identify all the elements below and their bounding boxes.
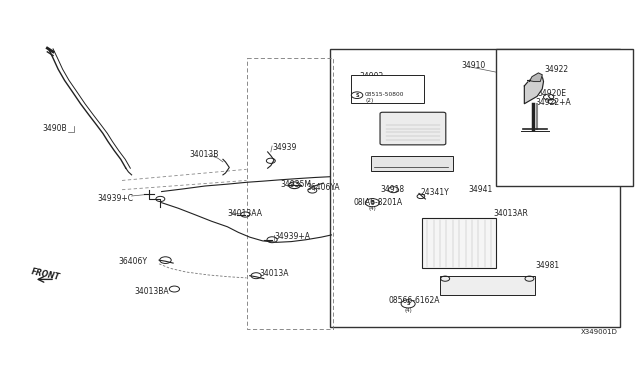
Text: 34922+A: 34922+A — [536, 98, 572, 107]
Text: S: S — [355, 93, 359, 98]
Bar — [371, 156, 453, 171]
Polygon shape — [527, 73, 542, 81]
Text: 34918: 34918 — [381, 185, 404, 194]
Text: 34013B: 34013B — [189, 150, 218, 159]
Text: 34910: 34910 — [462, 61, 486, 70]
Text: 34939+A: 34939+A — [274, 231, 310, 241]
Text: 08566-6162A: 08566-6162A — [389, 296, 440, 305]
Bar — [330, 49, 620, 327]
Text: B: B — [371, 200, 374, 205]
Text: 34013AA: 34013AA — [227, 209, 262, 218]
Text: 34935M: 34935M — [280, 180, 312, 189]
Text: 08515-50800: 08515-50800 — [365, 92, 404, 97]
Text: 24341Y: 24341Y — [421, 188, 450, 197]
Text: 34981: 34981 — [536, 261, 560, 270]
Text: 34941: 34941 — [468, 185, 493, 194]
Text: 36406YA: 36406YA — [306, 183, 340, 192]
Bar — [422, 218, 495, 267]
Text: (4): (4) — [369, 206, 376, 211]
Text: FRONT: FRONT — [30, 267, 61, 282]
Text: 34902: 34902 — [360, 72, 384, 81]
Text: 08IA6-8201A: 08IA6-8201A — [354, 198, 403, 207]
Text: S: S — [406, 301, 410, 307]
Polygon shape — [524, 75, 543, 104]
Text: 34939+C: 34939+C — [98, 195, 134, 203]
Text: 34013AR: 34013AR — [493, 209, 529, 218]
Text: (4): (4) — [404, 308, 412, 312]
Text: 96940Y: 96940Y — [376, 157, 405, 166]
Text: 34013A: 34013A — [259, 269, 289, 278]
Text: X349001D: X349001D — [580, 329, 618, 336]
Bar — [351, 75, 424, 103]
Text: (2): (2) — [366, 97, 374, 103]
Text: 34939: 34939 — [272, 142, 296, 151]
Text: 34920E: 34920E — [537, 89, 566, 98]
Bar — [495, 49, 633, 186]
Text: 36406Y: 36406Y — [119, 257, 148, 266]
Text: 34013BA: 34013BA — [135, 287, 170, 296]
Text: 34922: 34922 — [545, 65, 569, 74]
Bar — [440, 276, 534, 295]
FancyBboxPatch shape — [380, 112, 446, 145]
Text: 3490B: 3490B — [42, 124, 67, 133]
